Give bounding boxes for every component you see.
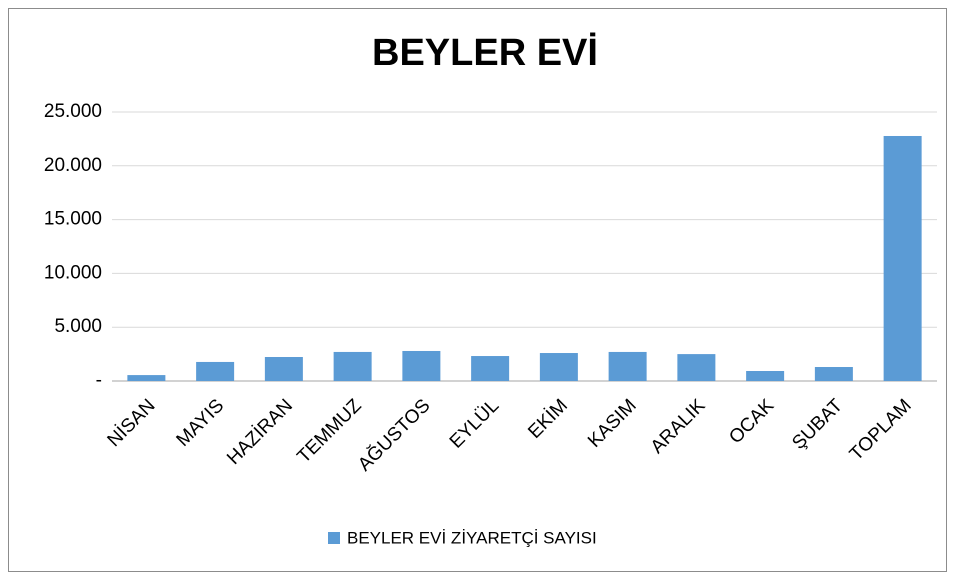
bar	[539, 353, 578, 381]
y-tick-label: 5.000	[54, 316, 102, 337]
chart-title: BEYLER EVİ	[372, 32, 598, 74]
bar	[746, 370, 785, 381]
bar	[608, 351, 647, 381]
y-tick-label: 15.000	[44, 209, 102, 230]
bar	[402, 350, 441, 381]
bar	[677, 354, 716, 381]
y-tick-label: 25.000	[44, 101, 102, 122]
bar	[814, 367, 853, 381]
y-tick-label: 10.000	[44, 262, 102, 283]
bar	[127, 375, 166, 381]
bar	[883, 135, 922, 381]
y-tick-label: -	[96, 370, 102, 391]
legend-label: BEYLER EVİ ZİYARETÇİ SAYISI	[347, 528, 597, 547]
bar	[264, 357, 303, 381]
y-tick-label: 20.000	[44, 155, 102, 176]
chart-border	[8, 8, 947, 572]
legend-swatch	[328, 532, 340, 544]
bar	[196, 361, 235, 381]
bar	[471, 356, 510, 381]
bar	[333, 351, 372, 381]
